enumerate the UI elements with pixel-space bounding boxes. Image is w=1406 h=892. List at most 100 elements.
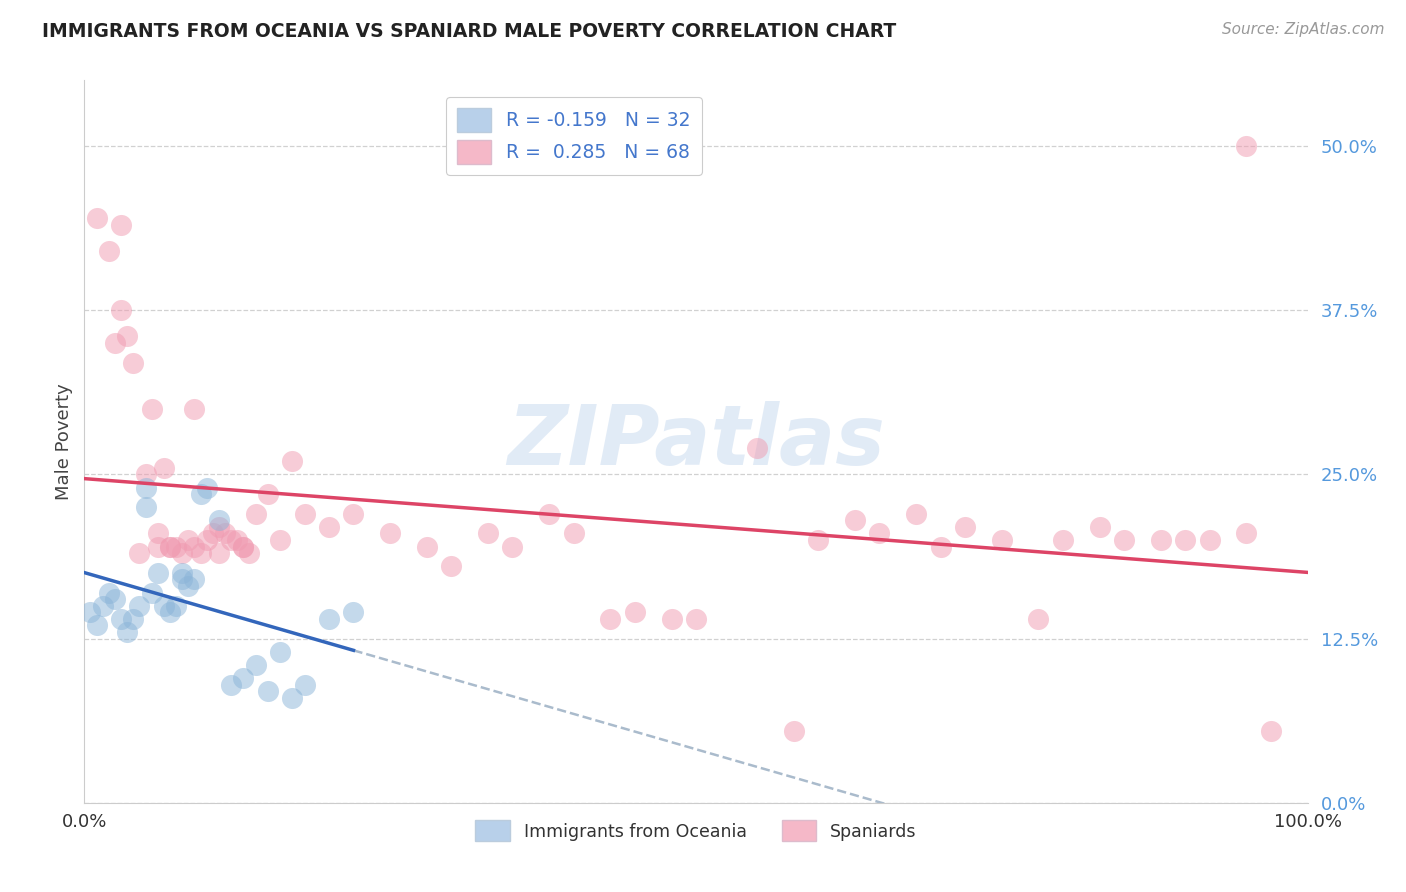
- Point: [685, 612, 707, 626]
- Point: [165, 599, 187, 613]
- Point: [219, 533, 242, 547]
- Point: [661, 612, 683, 626]
- Point: [953, 520, 976, 534]
- Point: [201, 526, 224, 541]
- Point: [1150, 533, 1173, 547]
- Point: [177, 579, 200, 593]
- Point: [440, 559, 463, 574]
- Point: [208, 513, 231, 527]
- Point: [747, 441, 769, 455]
- Point: [1260, 723, 1282, 738]
- Point: [245, 507, 267, 521]
- Point: [183, 573, 205, 587]
- Text: Source: ZipAtlas.com: Source: ZipAtlas.com: [1222, 22, 1385, 37]
- Point: [115, 329, 138, 343]
- Point: [172, 546, 194, 560]
- Text: ZIPatlas: ZIPatlas: [508, 401, 884, 482]
- Point: [783, 723, 806, 738]
- Point: [1236, 139, 1258, 153]
- Point: [416, 540, 439, 554]
- Point: [257, 487, 280, 501]
- Point: [1236, 526, 1258, 541]
- Point: [1174, 533, 1197, 547]
- Legend: Immigrants from Oceania, Spaniards: Immigrants from Oceania, Spaniards: [468, 814, 924, 848]
- Point: [318, 520, 340, 534]
- Point: [115, 625, 138, 640]
- Point: [991, 533, 1014, 547]
- Point: [97, 244, 120, 258]
- Point: [190, 546, 212, 560]
- Point: [146, 526, 169, 541]
- Point: [1052, 533, 1074, 547]
- Point: [1198, 533, 1220, 547]
- Point: [172, 566, 194, 580]
- Point: [214, 526, 236, 541]
- Point: [294, 507, 316, 521]
- Point: [172, 573, 194, 587]
- Point: [477, 526, 499, 541]
- Point: [281, 454, 304, 468]
- Point: [183, 401, 205, 416]
- Point: [269, 533, 291, 547]
- Point: [165, 540, 187, 554]
- Point: [104, 336, 127, 351]
- Point: [110, 218, 132, 232]
- Point: [86, 618, 108, 632]
- Point: [128, 546, 150, 560]
- Point: [1114, 533, 1136, 547]
- Point: [146, 566, 169, 580]
- Point: [141, 585, 163, 599]
- Point: [342, 507, 364, 521]
- Point: [135, 500, 157, 515]
- Point: [159, 540, 181, 554]
- Point: [624, 605, 647, 619]
- Point: [1028, 612, 1050, 626]
- Point: [104, 592, 127, 607]
- Text: IMMIGRANTS FROM OCEANIA VS SPANIARD MALE POVERTY CORRELATION CHART: IMMIGRANTS FROM OCEANIA VS SPANIARD MALE…: [42, 22, 897, 41]
- Point: [380, 526, 402, 541]
- Point: [135, 467, 157, 482]
- Point: [232, 540, 254, 554]
- Point: [562, 526, 585, 541]
- Point: [232, 540, 254, 554]
- Point: [342, 605, 364, 619]
- Point: [97, 585, 120, 599]
- Point: [257, 684, 280, 698]
- Y-axis label: Male Poverty: Male Poverty: [55, 384, 73, 500]
- Point: [141, 401, 163, 416]
- Point: [122, 356, 145, 370]
- Point: [219, 677, 242, 691]
- Point: [1088, 520, 1111, 534]
- Point: [208, 546, 231, 560]
- Point: [110, 303, 132, 318]
- Point: [294, 677, 316, 691]
- Point: [269, 645, 291, 659]
- Point: [226, 533, 249, 547]
- Point: [844, 513, 866, 527]
- Point: [245, 657, 267, 672]
- Point: [807, 533, 830, 547]
- Point: [86, 211, 108, 226]
- Point: [91, 599, 114, 613]
- Point: [110, 612, 132, 626]
- Point: [538, 507, 561, 521]
- Point: [146, 540, 169, 554]
- Point: [502, 540, 524, 554]
- Point: [929, 540, 952, 554]
- Point: [869, 526, 891, 541]
- Point: [905, 507, 928, 521]
- Point: [208, 520, 231, 534]
- Point: [195, 533, 218, 547]
- Point: [190, 487, 212, 501]
- Point: [318, 612, 340, 626]
- Point: [177, 533, 200, 547]
- Point: [153, 460, 176, 475]
- Point: [281, 690, 304, 705]
- Point: [599, 612, 621, 626]
- Point: [153, 599, 176, 613]
- Point: [183, 540, 205, 554]
- Point: [135, 481, 157, 495]
- Point: [238, 546, 260, 560]
- Point: [195, 481, 218, 495]
- Point: [79, 605, 101, 619]
